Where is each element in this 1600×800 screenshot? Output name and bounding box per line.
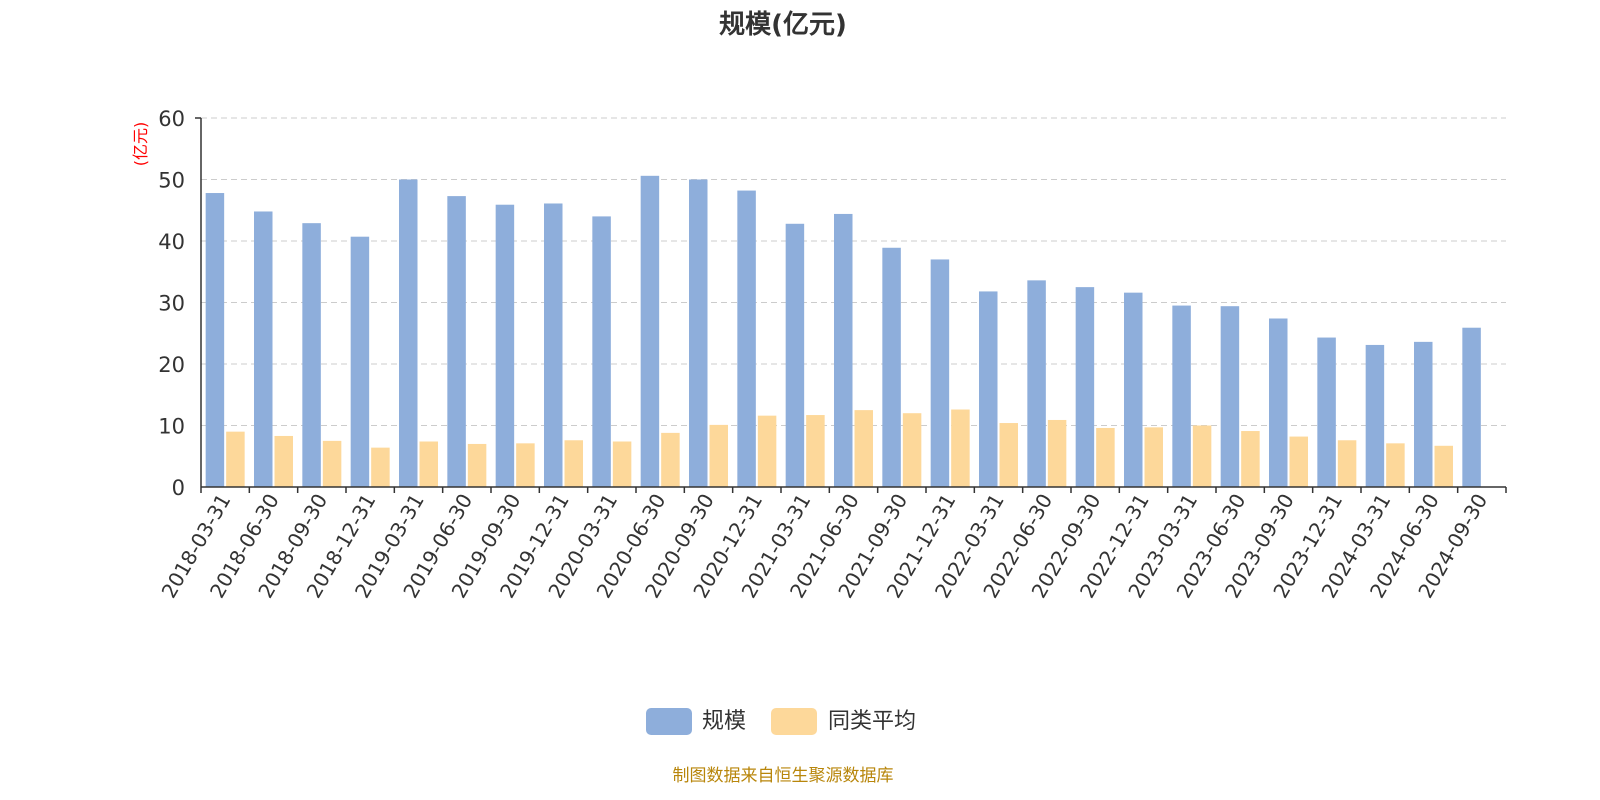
bar-peer-average-2023-12-31[interactable] (1337, 440, 1357, 487)
bar-scale-2023-12-31[interactable] (1317, 337, 1336, 487)
bar-scale-2021-09-30[interactable] (882, 247, 901, 487)
bar-peer-average-2019-06-30[interactable] (467, 443, 487, 487)
bar-scale-2020-12-31[interactable] (737, 190, 756, 487)
bar-scale-2019-12-31[interactable] (544, 203, 563, 488)
y-axis-unit-label: (亿元) (131, 122, 150, 167)
bar-scale-2023-09-30[interactable] (1269, 318, 1288, 487)
bar-scale-2024-09-30[interactable] (1462, 327, 1481, 487)
y-tick-label-50: 50 (158, 169, 185, 193)
bar-peer-average-2018-09-30[interactable] (322, 440, 342, 487)
bars-group (205, 175, 1481, 488)
bar-peer-average-2024-06-30[interactable] (1434, 445, 1454, 487)
bar-peer-average-2020-06-30[interactable] (661, 432, 680, 487)
bar-scale-2019-09-30[interactable] (495, 204, 515, 487)
bar-peer-average-2020-03-31[interactable] (612, 441, 632, 487)
bar-scale-2019-03-31[interactable] (399, 179, 418, 488)
bar-peer-average-2022-06-30[interactable] (1047, 419, 1067, 487)
y-tick-labels: 0 10 20 30 40 50 60 (158, 107, 185, 500)
bar-peer-average-2021-06-30[interactable] (854, 410, 874, 487)
bar-peer-average-2021-03-31[interactable] (806, 415, 825, 487)
bar-peer-average-2023-06-30[interactable] (1241, 431, 1260, 487)
bar-scale-2018-06-30[interactable] (254, 211, 273, 488)
grid-lines (201, 117, 1506, 426)
bar-scale-2022-09-30[interactable] (1075, 287, 1095, 487)
bar-peer-average-2018-06-30[interactable] (274, 435, 294, 487)
bar-peer-average-2019-09-30[interactable] (516, 443, 535, 487)
bar-scale-2018-09-30[interactable] (302, 223, 321, 488)
bar-scale-2019-06-30[interactable] (447, 196, 466, 488)
bar-peer-average-2023-03-31[interactable] (1192, 425, 1212, 488)
y-tick-label-20: 20 (158, 353, 185, 377)
bar-peer-average-2018-12-31[interactable] (371, 447, 390, 487)
legend-label-peer-average[interactable]: 同类平均 (828, 709, 916, 734)
bar-peer-average-2022-03-31[interactable] (999, 423, 1019, 487)
bar-peer-average-2020-09-30[interactable] (709, 424, 729, 487)
bar-scale-2021-12-31[interactable] (930, 259, 950, 487)
bar-peer-average-2021-12-31[interactable] (951, 409, 970, 487)
bar-peer-average-2022-09-30[interactable] (1096, 427, 1115, 487)
legend-label-scale[interactable]: 规模 (702, 709, 746, 734)
bar-scale-2020-06-30[interactable] (640, 175, 660, 487)
bar-scale-2021-03-31[interactable] (785, 223, 805, 487)
bar-peer-average-2020-12-31[interactable] (757, 415, 777, 487)
y-tick-label-30: 30 (158, 292, 185, 316)
y-tick-label-40: 40 (158, 230, 185, 254)
bar-scale-2023-06-30[interactable] (1220, 306, 1240, 487)
bar-peer-average-2022-12-31[interactable] (1144, 427, 1164, 487)
bar-scale-2022-03-31[interactable] (979, 291, 998, 487)
legend-swatch-peer-average[interactable] (771, 708, 817, 735)
bar-scale-2020-03-31[interactable] (592, 216, 611, 487)
bar-scale-2024-03-31[interactable] (1365, 344, 1385, 487)
axes-group (195, 117, 1507, 493)
legend: 规模 同类平均 (646, 708, 916, 735)
bar-scale-2018-12-31[interactable] (350, 236, 370, 487)
bar-scale-2024-06-30[interactable] (1414, 341, 1433, 487)
y-tick-label-60: 60 (158, 107, 185, 131)
bar-scale-2023-03-31[interactable] (1172, 305, 1191, 487)
bar-peer-average-2024-03-31[interactable] (1386, 443, 1405, 487)
bar-peer-average-2021-09-30[interactable] (902, 413, 922, 487)
bar-scale-2018-03-31[interactable] (205, 193, 225, 487)
chart-title: 规模(亿元) (719, 10, 847, 40)
bar-scale-2022-06-30[interactable] (1027, 280, 1046, 487)
bar-peer-average-2023-09-30[interactable] (1289, 436, 1309, 487)
x-tick-labels: 2018-03-312018-06-302018-09-302018-12-31… (157, 490, 1493, 603)
bar-peer-average-2019-12-31[interactable] (564, 440, 584, 487)
legend-swatch-scale[interactable] (646, 708, 692, 735)
bar-scale-2022-12-31[interactable] (1124, 292, 1143, 487)
y-tick-label-0: 0 (172, 476, 185, 500)
y-tick-label-10: 10 (158, 415, 185, 439)
data-source-note: 制图数据来自恒生聚源数据库 (673, 766, 894, 786)
bar-peer-average-2018-03-31[interactable] (226, 431, 245, 487)
bar-scale-2020-09-30[interactable] (689, 179, 708, 488)
bar-peer-average-2019-03-31[interactable] (419, 441, 439, 487)
bar-scale-2021-06-30[interactable] (834, 213, 853, 487)
